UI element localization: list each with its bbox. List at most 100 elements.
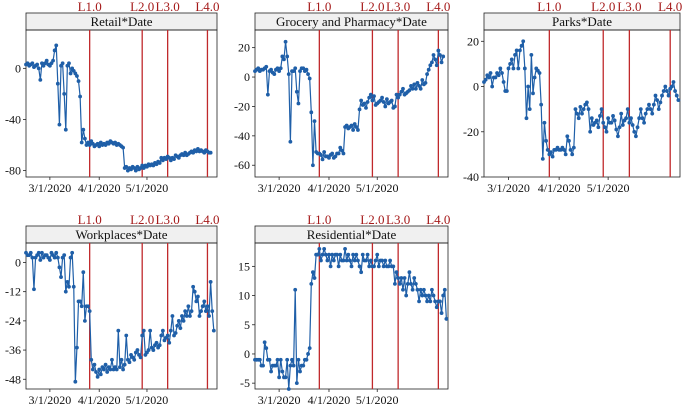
data-point bbox=[634, 134, 638, 139]
data-point bbox=[264, 346, 269, 351]
plot-frame bbox=[25, 29, 218, 178]
data-point bbox=[421, 287, 426, 292]
data-point bbox=[604, 129, 609, 134]
data-point bbox=[330, 151, 335, 156]
data-point bbox=[294, 381, 299, 386]
data-point bbox=[89, 357, 94, 362]
data-point bbox=[578, 104, 583, 109]
data-point bbox=[54, 43, 59, 48]
data-point bbox=[205, 304, 210, 309]
data-point bbox=[275, 357, 280, 362]
data-point bbox=[434, 305, 439, 310]
data-point bbox=[344, 123, 349, 128]
data-point bbox=[629, 116, 633, 121]
x-tick-label: 4/1/2020 bbox=[78, 181, 121, 195]
data-point bbox=[407, 270, 412, 275]
data-point bbox=[35, 62, 40, 67]
data-point bbox=[354, 252, 359, 257]
data-point bbox=[441, 54, 446, 59]
x-tick-label: 5/1/2020 bbox=[356, 181, 399, 195]
data-point bbox=[378, 98, 383, 103]
lockdown-label: L1.0 bbox=[78, 212, 102, 227]
data-point bbox=[356, 128, 360, 132]
data-point bbox=[298, 69, 302, 74]
plot-frame bbox=[25, 242, 218, 390]
data-point bbox=[417, 83, 421, 88]
data-point bbox=[671, 80, 676, 84]
lockdown-label: L1.0 bbox=[78, 0, 102, 14]
data-point bbox=[320, 157, 325, 162]
data-point bbox=[148, 328, 153, 333]
data-point bbox=[417, 299, 421, 304]
data-point bbox=[383, 258, 388, 263]
data-point bbox=[311, 270, 315, 275]
data-point bbox=[364, 106, 368, 110]
data-point bbox=[344, 258, 349, 263]
data-point bbox=[186, 304, 191, 309]
lockdown-label: L2.0 bbox=[591, 0, 615, 14]
data-point bbox=[352, 258, 357, 263]
lockdown-label: L4.0 bbox=[426, 0, 450, 14]
data-point bbox=[296, 101, 301, 106]
data-point bbox=[103, 362, 108, 367]
lockdown-label: L1.0 bbox=[307, 212, 331, 227]
data-point bbox=[511, 66, 516, 71]
data-point bbox=[331, 258, 336, 263]
data-point bbox=[283, 39, 288, 44]
data-point bbox=[611, 114, 615, 118]
data-point bbox=[504, 89, 509, 93]
data-point bbox=[402, 276, 407, 280]
data-point bbox=[290, 357, 294, 362]
data-point bbox=[54, 250, 59, 255]
data-point bbox=[663, 84, 668, 89]
data-point bbox=[199, 309, 203, 314]
y-tick-label: -20 bbox=[463, 125, 479, 139]
data-point bbox=[184, 314, 189, 318]
data-point bbox=[676, 98, 681, 103]
data-point bbox=[87, 309, 92, 314]
panel-workplaces: Workplaces*Date 0 -12 -24 -36 -48 3/1/2020 4/1/… bbox=[5, 212, 220, 406]
panel-retail: Retail*Date 0 -40 -80 3/1/2020 4/1/2020 5/1/20… bbox=[5, 0, 220, 195]
x-tick-label: 5/1/2020 bbox=[356, 393, 399, 406]
data-point bbox=[580, 111, 584, 116]
x-tick-label: 3/1/2020 bbox=[29, 393, 72, 406]
data-point bbox=[97, 367, 102, 372]
data-point bbox=[483, 77, 488, 82]
data-point bbox=[635, 125, 640, 130]
data-point bbox=[95, 374, 100, 379]
data-point bbox=[434, 63, 439, 68]
data-point bbox=[410, 86, 415, 91]
panel-title: Retail*Date bbox=[90, 14, 152, 29]
data-point bbox=[351, 128, 356, 132]
data-point bbox=[439, 311, 444, 315]
data-point bbox=[132, 357, 137, 362]
data-point bbox=[86, 304, 90, 309]
data-point bbox=[70, 250, 75, 255]
data-point bbox=[47, 258, 52, 262]
data-point bbox=[336, 151, 341, 156]
data-point bbox=[367, 264, 372, 269]
data-point bbox=[114, 367, 119, 372]
data-point bbox=[341, 151, 346, 156]
data-point bbox=[309, 281, 314, 286]
data-point bbox=[192, 289, 197, 294]
data-point bbox=[327, 155, 331, 160]
data-point bbox=[524, 116, 529, 121]
data-point bbox=[325, 258, 330, 263]
data-point bbox=[412, 276, 417, 280]
data-point bbox=[211, 328, 216, 333]
data-point bbox=[599, 107, 604, 112]
data-point bbox=[94, 370, 98, 374]
data-point bbox=[653, 93, 658, 98]
x-tick-label: 5/1/2020 bbox=[587, 181, 630, 195]
data-point bbox=[180, 314, 184, 318]
data-point bbox=[609, 120, 614, 125]
y-tick-label: -36 bbox=[5, 343, 21, 357]
data-point bbox=[38, 258, 43, 262]
data-point bbox=[359, 98, 364, 103]
y-tick-label: -12 bbox=[5, 285, 21, 299]
data-point bbox=[409, 83, 413, 88]
data-point bbox=[493, 75, 498, 80]
data-point bbox=[285, 357, 290, 362]
data-point bbox=[565, 134, 570, 139]
